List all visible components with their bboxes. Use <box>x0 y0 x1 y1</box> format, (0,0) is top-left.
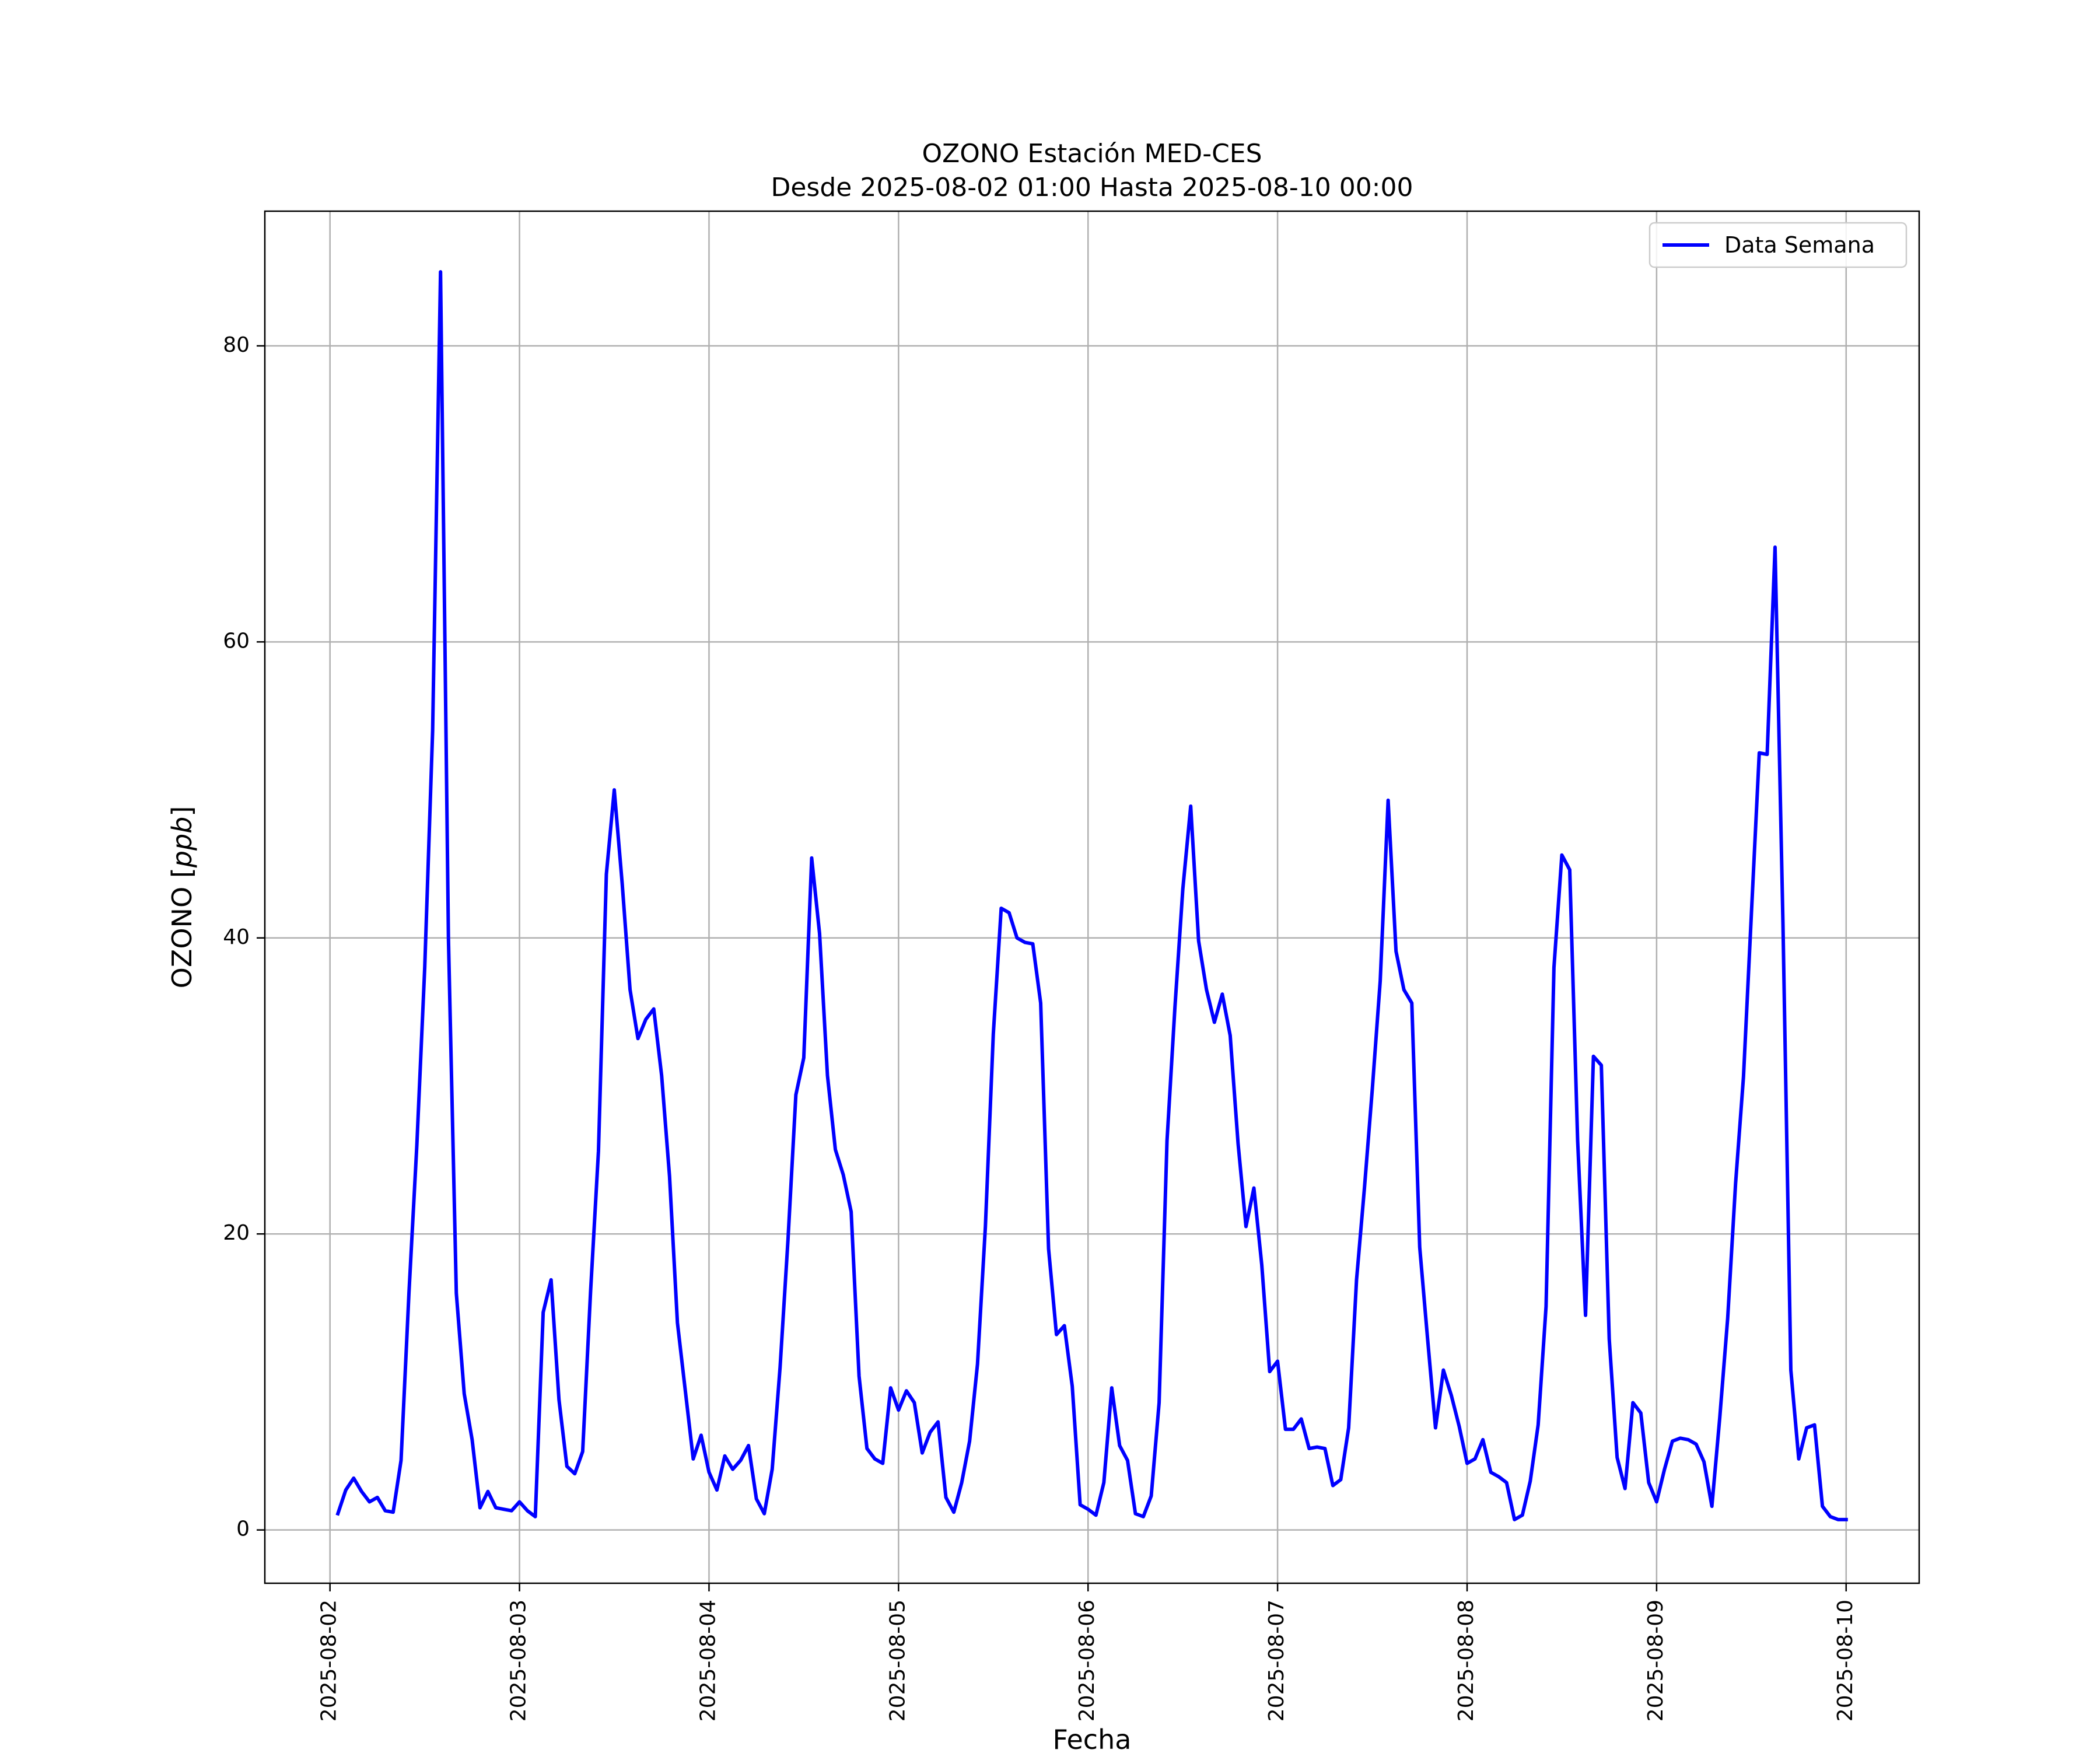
plot-frame <box>264 210 1920 1584</box>
y-tick-label: 20 <box>223 1221 250 1245</box>
x-axis-label: Fecha <box>1053 1724 1132 1750</box>
x-tick-label: 2025-08-03 <box>507 1600 531 1721</box>
y-axis-label: OZONO [ppb] <box>166 806 198 989</box>
x-tick-label: 2025-08-08 <box>1454 1600 1478 1721</box>
x-tick-label: 2025-08-05 <box>886 1600 909 1721</box>
axis-ticks: 2025-08-02 2025-08-03 2025-08-04 2025-08-05… <box>223 333 1857 1721</box>
y-tick-label: 80 <box>223 333 250 357</box>
x-tick-label: 2025-08-07 <box>1265 1600 1289 1721</box>
x-tick-label: 2025-08-04 <box>696 1600 720 1721</box>
y-axis-label-open: [ <box>166 867 198 878</box>
x-tick-label: 2025-08-09 <box>1644 1600 1668 1721</box>
y-axis-label-unit: ppb <box>166 817 198 869</box>
x-tick-label: 2025-08-10 <box>1833 1600 1857 1721</box>
y-axis-label-main: OZONO <box>166 878 198 988</box>
grid <box>265 211 1919 1583</box>
series-line-data-semana <box>335 270 1848 1521</box>
y-tick-label: 60 <box>223 629 250 653</box>
x-tick-label: 2025-08-02 <box>317 1600 341 1721</box>
series-layer <box>335 270 1848 1521</box>
chart-subtitle: Desde 2025-08-02 01:00 Hasta 2025-08-10 … <box>771 173 1413 202</box>
legend-entry: Data Semana <box>1724 232 1875 258</box>
y-tick-label: 0 <box>236 1517 250 1541</box>
chart-title: OZONO Estación MED-CES <box>922 139 1262 169</box>
x-tick-label: 2025-08-06 <box>1075 1600 1099 1721</box>
y-axis-label-close: ] <box>166 806 198 817</box>
legend-box <box>1648 222 1908 268</box>
y-tick-label: 40 <box>223 925 250 949</box>
legend: Data Semana <box>1648 222 1908 268</box>
